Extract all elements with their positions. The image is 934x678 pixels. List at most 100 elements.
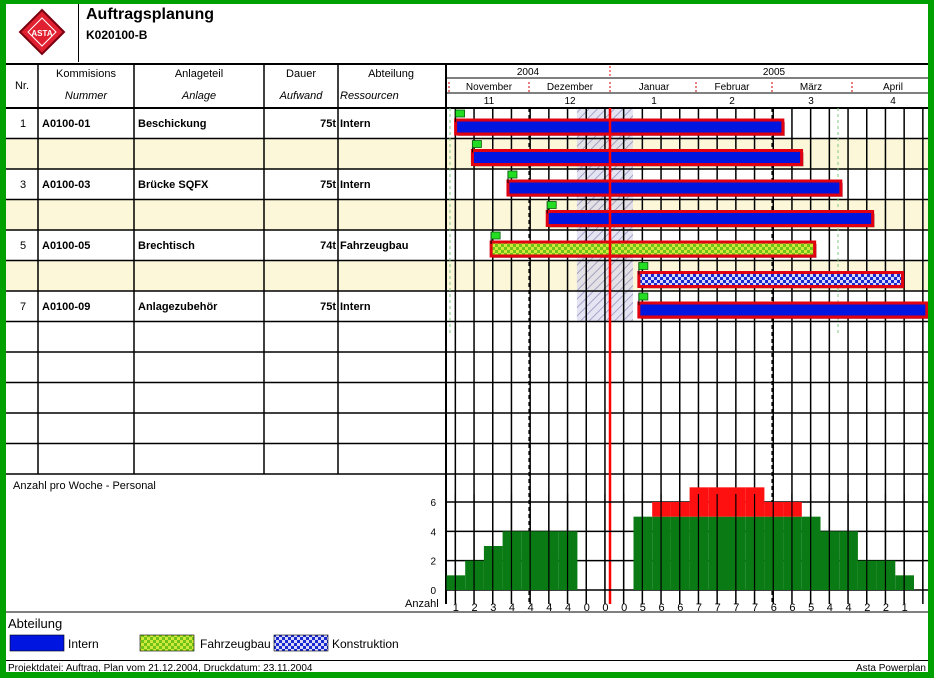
footer-right: Asta Powerplan — [855, 663, 926, 674]
histogram-axis-label: Anzahl — [405, 598, 439, 610]
row-nr: 1 — [20, 118, 27, 130]
month-label: Dezember — [547, 82, 594, 93]
histogram-ytick: 4 — [430, 527, 436, 538]
footer-left: Projektdatei: Auftrag, Plan vom 21.12.20… — [8, 663, 313, 674]
gantt-chart: 2004 2005November11Dezember12Januar1Febru… — [6, 63, 928, 652]
milestone-flag — [490, 231, 501, 240]
milestone-flag — [507, 170, 518, 179]
month-label: Januar — [639, 82, 670, 93]
legend-label: Intern — [68, 637, 99, 651]
row-anlage: Beschickung — [138, 118, 207, 130]
row-dauer: 74t — [320, 240, 336, 252]
column-header-nr: Nr. — [14, 80, 30, 92]
histogram-count: 2 — [471, 602, 477, 614]
page-subtitle: K020100-B — [86, 28, 148, 42]
histogram-count: 7 — [733, 602, 739, 614]
histogram-count: 7 — [715, 602, 721, 614]
svg-text:ASTA: ASTA — [31, 29, 52, 38]
column-subheader-aufwand: Aufwand — [279, 90, 323, 102]
month-number: 12 — [564, 96, 576, 107]
row-nummer: A0100-01 — [42, 118, 91, 130]
histogram-ytick: 0 — [430, 586, 436, 597]
milestone-flag — [472, 140, 482, 148]
row-dauer: 75t — [320, 301, 336, 313]
month-number: 3 — [808, 96, 814, 107]
row-abteilung: Fahrzeugbau — [340, 240, 409, 252]
month-label: November — [466, 82, 513, 93]
histogram-count: 0 — [584, 602, 590, 614]
histogram-ytick: 6 — [430, 498, 436, 509]
gantt-bar — [545, 210, 875, 227]
gantt-bar — [637, 271, 905, 288]
row-anlage: Anlagezubehör — [138, 301, 218, 313]
asta-logo: ASTA — [16, 8, 68, 56]
histogram-count: 3 — [490, 602, 496, 614]
row-anlage: Brechtisch — [138, 240, 195, 252]
gantt-bar — [637, 301, 928, 319]
histogram-count: 4 — [827, 602, 833, 614]
column-header-dauer: Dauer — [286, 68, 316, 80]
month-number: 4 — [890, 96, 896, 107]
month-label: März — [800, 82, 822, 93]
histogram-count: 1 — [902, 602, 908, 614]
month-number: 1 — [651, 96, 657, 107]
month-number: 2 — [729, 96, 735, 107]
histogram-count: 7 — [696, 602, 702, 614]
histogram-count: 4 — [509, 602, 515, 614]
histogram-count: 2 — [883, 602, 889, 614]
histogram-count: 4 — [528, 602, 534, 614]
column-header-kommisionen: Kommisions — [56, 68, 116, 80]
column-subheader-ressourcen: Ressourcen — [340, 90, 399, 102]
gantt-bar — [506, 179, 843, 197]
row-anlage: Brücke SQFX — [138, 179, 209, 191]
row-nummer: A0100-09 — [42, 301, 91, 313]
histogram-count: 4 — [565, 602, 571, 614]
row-abteilung: Intern — [340, 118, 371, 130]
histogram-count: 1 — [453, 602, 459, 614]
histogram-count: 4 — [546, 602, 552, 614]
year-label: 2004 — [517, 67, 540, 78]
histogram-count: 6 — [677, 602, 683, 614]
histogram-count: 5 — [808, 602, 814, 614]
row-abteilung: Intern — [340, 179, 371, 191]
histogram-count: 4 — [845, 602, 851, 614]
footer-divider — [6, 660, 928, 661]
row-dauer: 75t — [320, 118, 336, 130]
legend-swatch-konstruktion — [273, 634, 329, 652]
row-nr: 3 — [20, 179, 27, 191]
column-subheader-anlage: Anlage — [181, 90, 217, 102]
month-number: 11 — [484, 96, 495, 107]
row-nummer: A0100-05 — [42, 240, 91, 252]
gantt-bar — [489, 240, 817, 258]
page-title: Auftragsplanung — [86, 6, 214, 23]
legend-swatch-intern — [9, 634, 65, 652]
column-header-abteilung: Abteilung — [368, 68, 414, 80]
month-label: April — [883, 82, 903, 93]
histogram-title: Anzahl pro Woche - Personal — [13, 480, 156, 492]
legend-label: Konstruktion — [332, 637, 399, 651]
year-label: 2005 — [763, 67, 786, 78]
row-nr: 7 — [20, 301, 27, 313]
milestone-flag — [455, 109, 466, 118]
legend-title: Abteilung — [8, 616, 63, 631]
histogram-count: 0 — [621, 602, 627, 614]
histogram-count: 6 — [789, 602, 795, 614]
histogram-count: 2 — [864, 602, 870, 614]
histogram-count: 0 — [602, 602, 608, 614]
milestone-flag — [546, 201, 557, 209]
month-label: Februar — [714, 82, 750, 93]
gantt-bar — [454, 118, 785, 136]
milestone-flag — [638, 292, 649, 301]
milestone-flag — [638, 262, 649, 270]
row-nr: 5 — [20, 240, 27, 252]
histogram-count: 6 — [771, 602, 777, 614]
histogram-count: 5 — [640, 602, 646, 614]
histogram-count: 7 — [752, 602, 758, 614]
histogram-ytick: 2 — [430, 557, 436, 568]
row-abteilung: Intern — [340, 301, 371, 313]
legend-swatch-fahrzeugbau — [139, 634, 195, 652]
row-dauer: 75t — [320, 179, 336, 191]
gantt-bar — [470, 149, 804, 166]
planning-sheet: ASTA Auftragsplanung K020100-B Nr. Kommi… — [6, 4, 928, 674]
